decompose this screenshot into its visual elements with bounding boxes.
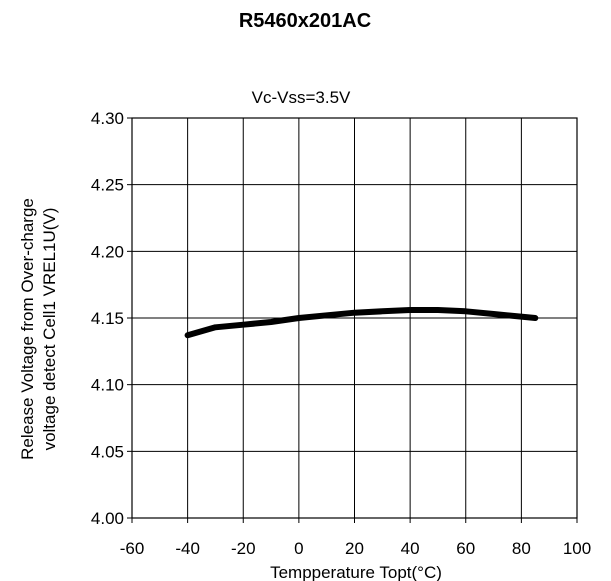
- y-axis-label-line2: voltage detect Cell1 VREL1U(V): [40, 208, 59, 451]
- x-tick-label: 40: [401, 539, 420, 558]
- grid: [131, 117, 578, 519]
- x-tick-label: 60: [456, 539, 475, 558]
- y-tick-label: 4.00: [91, 509, 124, 528]
- y-tick-label: 4.25: [91, 176, 124, 195]
- x-tick-label: 80: [512, 539, 531, 558]
- y-axis-ticks: 4.00 4.05 4.10 4.15 4.20 4.25 4.30: [91, 109, 132, 528]
- chart-subtitle: Vc-Vss=3.5V: [252, 88, 351, 107]
- y-axis-label-line1: Release Voltage from Over-charge: [18, 198, 37, 460]
- chart-title: R5460x201AC: [239, 10, 371, 32]
- x-tick-label: -20: [231, 539, 256, 558]
- x-tick-label: 20: [345, 539, 364, 558]
- series-line: [184, 307, 539, 339]
- x-tick-label: 100: [563, 539, 591, 558]
- x-tick-label: -40: [175, 539, 200, 558]
- series-group: [184, 307, 539, 339]
- y-tick-label: 4.20: [91, 242, 124, 261]
- x-axis-ticks: -60 -40 -20 0 20 40 60 80 100: [120, 518, 591, 558]
- x-tick-label: -60: [120, 539, 145, 558]
- x-axis-label: Tempperature Topt(°C): [270, 563, 442, 581]
- y-tick-label: 4.30: [91, 109, 124, 128]
- x-tick-label: 0: [294, 539, 303, 558]
- y-tick-label: 4.05: [91, 442, 124, 461]
- y-tick-label: 4.15: [91, 309, 124, 328]
- y-tick-label: 4.10: [91, 376, 124, 395]
